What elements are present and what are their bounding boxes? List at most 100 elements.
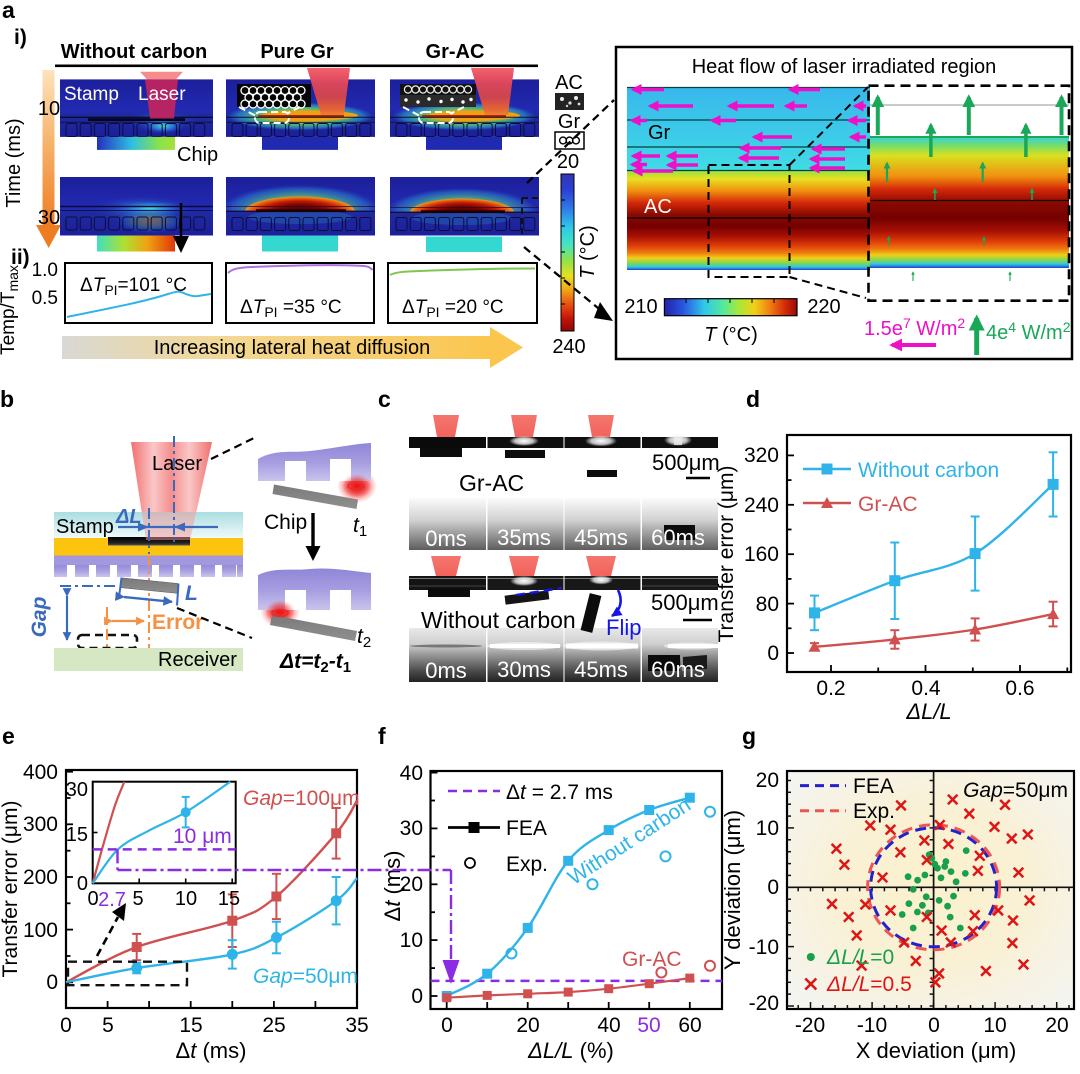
svg-text:0.5: 0.5 xyxy=(32,288,58,309)
svg-text:210: 210 xyxy=(624,296,657,318)
svg-text:20: 20 xyxy=(400,873,423,896)
svg-text:30: 30 xyxy=(66,779,88,801)
svg-text:Heat flow of laser irradiated: Heat flow of laser irradiated region xyxy=(692,56,997,78)
svg-text:i): i) xyxy=(14,26,27,49)
svg-text:0: 0 xyxy=(60,1014,72,1037)
svg-text:e: e xyxy=(2,723,15,749)
svg-text:0: 0 xyxy=(87,888,98,910)
svg-text:Without carbon: Without carbon xyxy=(61,41,207,63)
svg-text:30: 30 xyxy=(38,207,60,229)
svg-text:400: 400 xyxy=(23,761,58,784)
svg-text:Gr: Gr xyxy=(648,122,671,144)
svg-text:FEA: FEA xyxy=(853,775,894,798)
svg-text:ΔL/L=0.5: ΔL/L=0.5 xyxy=(826,973,912,996)
svg-text:35: 35 xyxy=(345,1014,368,1037)
svg-text:Laser: Laser xyxy=(138,84,186,105)
svg-text:100: 100 xyxy=(23,919,58,942)
svg-text:Laser: Laser xyxy=(152,453,202,475)
svg-text:ΔTPI=101 °C: ΔTPI=101 °C xyxy=(80,275,187,298)
svg-text:0: 0 xyxy=(928,1014,940,1037)
svg-text:240: 240 xyxy=(744,494,779,517)
svg-text:ΔL/L: ΔL/L xyxy=(905,699,951,724)
svg-text:0ms: 0ms xyxy=(425,658,467,683)
svg-text:20: 20 xyxy=(557,151,579,173)
svg-text:d: d xyxy=(746,386,760,412)
svg-text:500μm: 500μm xyxy=(651,590,719,615)
svg-text:240: 240 xyxy=(552,336,585,358)
svg-text:40: 40 xyxy=(400,762,423,785)
svg-text:Chip: Chip xyxy=(264,511,307,534)
svg-text:Δt=t2-t1: Δt=t2-t1 xyxy=(279,650,351,676)
svg-text:50: 50 xyxy=(637,1014,660,1037)
svg-text:ii): ii) xyxy=(11,246,30,269)
svg-text:60ms: 60ms xyxy=(651,657,705,682)
svg-text:FEA: FEA xyxy=(506,817,547,840)
svg-text:ΔL: ΔL xyxy=(115,506,142,528)
svg-text:0.6: 0.6 xyxy=(1005,677,1034,700)
svg-text:Δt (ms): Δt (ms) xyxy=(380,851,405,922)
svg-text:20: 20 xyxy=(756,769,779,792)
svg-text:15: 15 xyxy=(218,888,240,910)
svg-text:5: 5 xyxy=(102,1014,114,1037)
svg-text:20: 20 xyxy=(516,1014,539,1037)
svg-text:ΔL/L (%): ΔL/L (%) xyxy=(527,1038,614,1063)
svg-text:f: f xyxy=(378,723,386,749)
svg-text:Gr: Gr xyxy=(558,111,581,133)
svg-text:15: 15 xyxy=(66,824,88,846)
svg-text:-20: -20 xyxy=(749,992,779,1015)
svg-text:10: 10 xyxy=(175,888,197,910)
svg-text:60: 60 xyxy=(678,1014,701,1037)
svg-text:0: 0 xyxy=(767,642,779,665)
svg-text:Stamp: Stamp xyxy=(56,516,114,538)
svg-text:80: 80 xyxy=(756,593,779,616)
svg-text:Δt (ms): Δt (ms) xyxy=(176,1038,247,1063)
svg-text:160: 160 xyxy=(744,543,779,566)
svg-text:Gr-AC: Gr-AC xyxy=(858,493,918,516)
svg-text:0ms: 0ms xyxy=(425,526,467,551)
svg-text:T (°C): T (°C) xyxy=(704,324,758,346)
svg-text:X deviation (μm): X deviation (μm) xyxy=(856,1038,1017,1063)
svg-text:Stamp: Stamp xyxy=(64,84,119,105)
svg-text:Transfer error (μm): Transfer error (μm) xyxy=(715,466,738,643)
svg-text:45ms: 45ms xyxy=(574,525,628,550)
svg-text:15: 15 xyxy=(179,1014,202,1037)
svg-text:Error: Error xyxy=(152,611,203,634)
svg-text:-20: -20 xyxy=(795,1014,825,1037)
svg-text:Pure Gr: Pure Gr xyxy=(260,41,334,63)
svg-text:Gap=50μm: Gap=50μm xyxy=(253,965,358,988)
svg-text:-10: -10 xyxy=(857,1014,887,1037)
svg-text:Y deviation (μm): Y deviation (μm) xyxy=(720,810,745,970)
svg-text:ΔL/L=0: ΔL/L=0 xyxy=(826,946,894,969)
svg-text:300: 300 xyxy=(23,813,58,836)
svg-text:320: 320 xyxy=(744,444,779,467)
svg-text:Gr-AC: Gr-AC xyxy=(426,41,485,63)
svg-text:2.7: 2.7 xyxy=(98,889,126,911)
svg-text:0: 0 xyxy=(77,873,88,895)
svg-text:0: 0 xyxy=(767,876,779,899)
svg-text:45ms: 45ms xyxy=(574,657,628,682)
svg-text:ΔTPI =35 °C: ΔTPI =35 °C xyxy=(240,297,342,320)
svg-text:40: 40 xyxy=(597,1014,620,1037)
svg-text:10: 10 xyxy=(756,817,779,840)
svg-text:25: 25 xyxy=(262,1014,285,1037)
svg-text:AC: AC xyxy=(644,196,672,218)
svg-text:Flip: Flip xyxy=(606,615,641,640)
svg-text:c: c xyxy=(378,386,391,412)
svg-text:10: 10 xyxy=(983,1014,1006,1037)
svg-text:Δt = 2.7 ms: Δt = 2.7 ms xyxy=(506,781,613,804)
svg-text:ΔTPI =20 °C: ΔTPI =20 °C xyxy=(402,297,504,320)
svg-text:L: L xyxy=(185,582,198,605)
svg-text:b: b xyxy=(0,386,14,412)
svg-text:1.0: 1.0 xyxy=(32,260,58,281)
svg-text:Temp/Tmax: Temp/Tmax xyxy=(0,265,21,355)
svg-text:Gap: Gap xyxy=(28,596,51,637)
svg-text:AC: AC xyxy=(555,72,583,94)
svg-text:T (°C): T (°C) xyxy=(577,225,599,279)
svg-text:0: 0 xyxy=(441,1014,453,1037)
svg-text:-10: -10 xyxy=(749,936,779,959)
svg-text:0.2: 0.2 xyxy=(816,677,845,700)
svg-text:500μm: 500μm xyxy=(652,450,720,475)
svg-text:Receiver: Receiver xyxy=(158,649,237,671)
svg-text:20: 20 xyxy=(1045,1014,1068,1037)
svg-text:200: 200 xyxy=(23,866,58,889)
